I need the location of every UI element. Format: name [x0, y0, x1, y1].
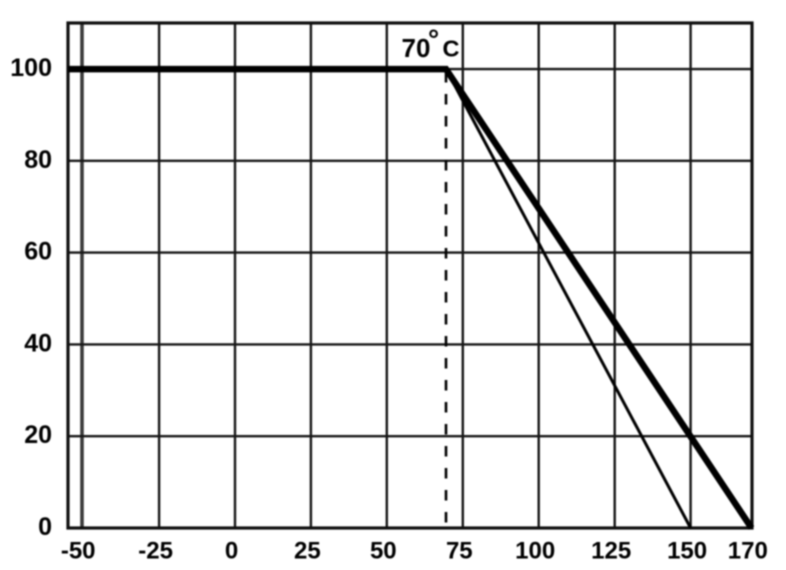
svg-text:75: 75: [446, 538, 473, 565]
svg-text:C: C: [443, 36, 460, 62]
svg-text:170: 170: [728, 538, 768, 565]
svg-text:60: 60: [24, 238, 52, 266]
svg-text:125: 125: [591, 538, 631, 565]
svg-text:25: 25: [294, 538, 321, 565]
svg-text:100: 100: [10, 54, 52, 82]
svg-text:70: 70: [402, 33, 431, 63]
svg-text:0: 0: [38, 513, 52, 541]
svg-text:-50: -50: [61, 538, 96, 565]
svg-text:°: °: [428, 24, 439, 55]
svg-text:20: 20: [24, 421, 52, 449]
svg-text:0: 0: [225, 538, 238, 565]
svg-text:80: 80: [24, 146, 52, 174]
svg-text:100: 100: [515, 538, 555, 565]
svg-text:-25: -25: [138, 538, 173, 565]
svg-text:150: 150: [667, 538, 707, 565]
svg-text:50: 50: [370, 538, 397, 565]
svg-text:40: 40: [24, 329, 52, 357]
